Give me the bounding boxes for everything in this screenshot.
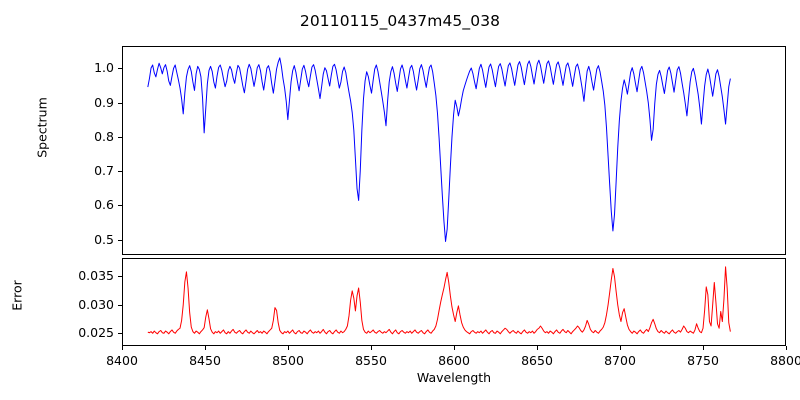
xtick-label: 8650 bbox=[521, 353, 553, 368]
ytick-mark bbox=[118, 137, 122, 138]
ytick-mark bbox=[118, 205, 122, 206]
spectrum-line-series bbox=[123, 47, 785, 254]
ytick-label: 0.025 bbox=[78, 325, 114, 341]
ytick-label: 0.035 bbox=[78, 268, 114, 284]
xtick-label: 8400 bbox=[106, 353, 138, 368]
ytick-label: 0.8 bbox=[94, 128, 114, 144]
xaxis-label: Wavelength bbox=[416, 370, 492, 385]
error-plot-panel bbox=[122, 258, 786, 346]
yaxis-label-error: Error bbox=[9, 280, 25, 311]
xtick-label: 8600 bbox=[438, 353, 470, 368]
xtick-mark bbox=[122, 346, 123, 350]
ytick-mark bbox=[118, 240, 122, 241]
xtick-mark bbox=[454, 346, 455, 350]
ytick-label: 0.030 bbox=[78, 296, 114, 312]
ytick-mark bbox=[118, 305, 122, 306]
xtick-label: 8550 bbox=[355, 353, 387, 368]
xtick-label: 8750 bbox=[687, 353, 719, 368]
xtick-mark bbox=[703, 346, 704, 350]
spectrum-plot-panel bbox=[122, 46, 786, 255]
ytick-label: 1.0 bbox=[94, 60, 114, 76]
xtick-mark bbox=[537, 346, 538, 350]
xtick-mark bbox=[620, 346, 621, 350]
error-line-series bbox=[123, 259, 785, 345]
xtick-mark bbox=[288, 346, 289, 350]
ytick-mark bbox=[118, 103, 122, 104]
xtick-mark bbox=[371, 346, 372, 350]
xtick-mark bbox=[205, 346, 206, 350]
xtick-label: 8800 bbox=[770, 353, 800, 368]
xtick-label: 8450 bbox=[189, 353, 221, 368]
ytick-mark bbox=[118, 333, 122, 334]
ytick-label: 0.9 bbox=[94, 94, 114, 110]
xtick-mark bbox=[786, 346, 787, 350]
ytick-label: 0.6 bbox=[94, 197, 114, 213]
ytick-mark bbox=[118, 68, 122, 69]
page-title: 20110115_0437m45_038 bbox=[299, 12, 501, 30]
ytick-mark bbox=[118, 171, 122, 172]
ytick-mark bbox=[118, 276, 122, 277]
ytick-label: 0.7 bbox=[94, 163, 114, 179]
xtick-label: 8700 bbox=[604, 353, 636, 368]
xtick-label: 8500 bbox=[272, 353, 304, 368]
ytick-label: 0.5 bbox=[94, 231, 114, 247]
